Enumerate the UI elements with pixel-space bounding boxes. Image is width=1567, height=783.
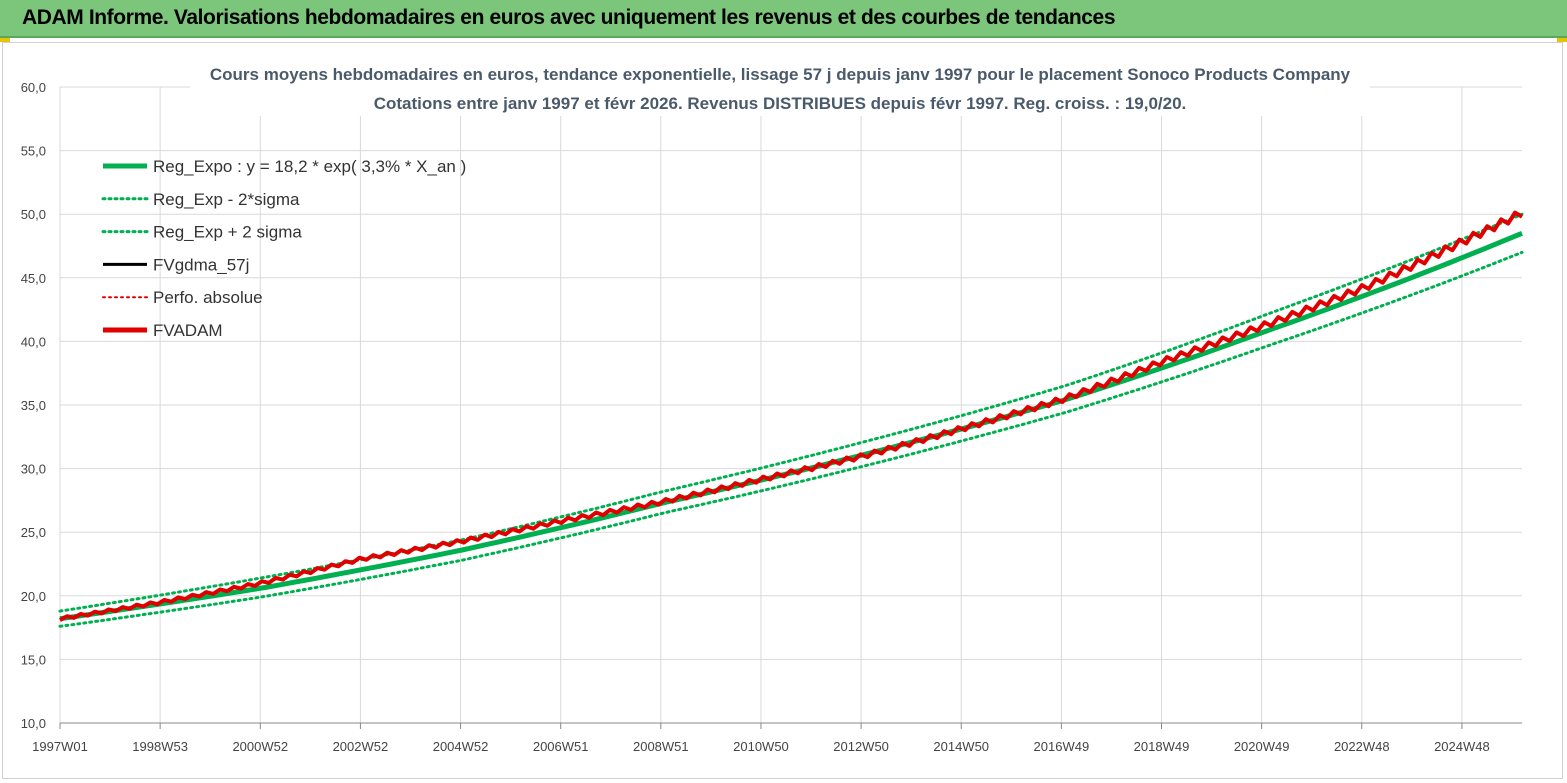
series-reg-exp-plus bbox=[58, 212, 1524, 613]
series-reg-exp-minus bbox=[58, 250, 1524, 628]
y-tick-label: 35,0 bbox=[21, 398, 46, 413]
x-tick-label: 2004W52 bbox=[433, 739, 489, 754]
legend-perfo-label: Perfo. absolue bbox=[153, 288, 263, 307]
y-tick-label: 55,0 bbox=[21, 144, 46, 159]
x-tick-label: 2000W52 bbox=[232, 739, 288, 754]
grid-lines bbox=[59, 86, 1522, 729]
corner-marker-right bbox=[1557, 38, 1567, 42]
x-tick-label: 2012W50 bbox=[833, 739, 889, 754]
legend-reg-expo-label: Reg_Expo : y = 18,2 * exp( 3,3% * X_an ) bbox=[153, 157, 466, 176]
legend: Reg_Expo : y = 18,2 * exp( 3,3% * X_an )… bbox=[101, 157, 466, 340]
title-background bbox=[190, 62, 1370, 116]
chart-frame bbox=[2, 42, 1563, 779]
report-title: ADAM Informe. Valorisations hebdomadaire… bbox=[22, 6, 1116, 29]
x-axis-ticks: 1997W01 1998W53 2000W52 2002W52 2004W52 2006W… bbox=[32, 739, 1490, 754]
x-tick-label: 2010W50 bbox=[733, 739, 789, 754]
series-reg-expo bbox=[59, 230, 1523, 622]
series-fvadam bbox=[59, 210, 1524, 622]
y-tick-label: 60,0 bbox=[21, 80, 46, 95]
chart-title: Cours moyens hebdomadaires en euros, ten… bbox=[210, 65, 1351, 84]
chart-subtitle: Cotations entre janv 1997 et févr 2026. … bbox=[374, 94, 1187, 113]
legend-reg-exp-minus-label: Reg_Exp - 2*sigma bbox=[153, 190, 300, 209]
x-tick-label: 2002W52 bbox=[333, 739, 389, 754]
x-tick-label: 1998W53 bbox=[132, 739, 188, 754]
x-tick-label: 2016W49 bbox=[1034, 739, 1090, 754]
x-tick-label: 2024W48 bbox=[1434, 739, 1490, 754]
y-tick-label: 15,0 bbox=[21, 652, 46, 667]
legend-fvgdma-label: FVgdma_57j bbox=[153, 255, 249, 274]
y-tick-label: 30,0 bbox=[21, 462, 46, 477]
y-tick-label: 50,0 bbox=[21, 207, 46, 222]
y-tick-label: 45,0 bbox=[21, 271, 46, 286]
y-axis-ticks: 10,0 15,0 20,0 25,0 30,0 35,0 40,0 45,0 50,0 55,0… bbox=[21, 80, 46, 731]
y-tick-label: 20,0 bbox=[21, 589, 46, 604]
report-header: ADAM Informe. Valorisations hebdomadaire… bbox=[0, 0, 1567, 38]
x-tick-label: 2006W51 bbox=[533, 739, 589, 754]
x-tick-label: 2014W50 bbox=[933, 739, 989, 754]
x-tick-label: 2018W49 bbox=[1134, 739, 1190, 754]
x-tick-label: 2020W49 bbox=[1234, 739, 1290, 754]
legend-fvadam-label: FVADAM bbox=[153, 321, 223, 340]
corner-marker-left bbox=[0, 38, 10, 42]
y-tick-label: 40,0 bbox=[21, 334, 46, 349]
legend-reg-exp-plus-label: Reg_Exp + 2 sigma bbox=[153, 223, 302, 242]
series-lines bbox=[58, 210, 1524, 628]
y-tick-label: 25,0 bbox=[21, 525, 46, 540]
x-tick-label: 1997W01 bbox=[32, 739, 88, 754]
x-tick-label: 2008W51 bbox=[633, 739, 689, 754]
x-tick-label: 2022W48 bbox=[1334, 739, 1390, 754]
y-tick-label: 10,0 bbox=[21, 716, 46, 731]
